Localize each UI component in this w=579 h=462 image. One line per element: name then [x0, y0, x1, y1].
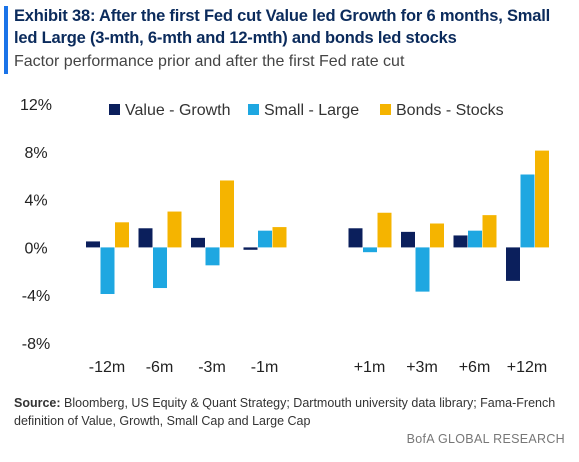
y-tick-label: -8%: [22, 336, 50, 353]
bar: [363, 247, 377, 253]
bar: [430, 223, 444, 248]
bar: [348, 228, 363, 248]
bar: [482, 215, 497, 248]
legend-swatch: [380, 104, 391, 115]
bar: [115, 222, 129, 248]
source-note: Source: Bloomberg, US Equity & Quant Str…: [14, 394, 570, 430]
chart-title: Exhibit 38: After the first Fed cut Valu…: [14, 7, 550, 47]
y-tick-label: 4%: [24, 193, 47, 210]
bar: [258, 230, 272, 248]
y-tick-label: 0%: [24, 240, 47, 257]
legend-label: Value - Growth: [125, 102, 231, 119]
x-tick-label: -3m: [198, 359, 226, 376]
y-tick-label: 8%: [24, 145, 47, 162]
bar: [415, 247, 430, 292]
x-tick-label: -12m: [89, 359, 125, 376]
legend-swatch: [109, 104, 120, 115]
bar: [468, 230, 482, 248]
title-accent-bar: [4, 6, 8, 74]
bar: [220, 180, 234, 248]
x-tick-label: +12m: [507, 359, 547, 376]
bar: [377, 212, 392, 248]
bar: [138, 228, 153, 248]
legend-label: Bonds - Stocks: [396, 102, 504, 119]
x-tick-label: -6m: [146, 359, 174, 376]
bar: [272, 227, 287, 248]
chart-subtitle: Factor performance prior and after the f…: [14, 53, 405, 70]
source-label: Source:: [14, 396, 61, 410]
bar: [100, 247, 115, 295]
x-tick-label: -1m: [251, 359, 279, 376]
bar: [506, 247, 520, 281]
bar: [535, 150, 549, 248]
bar: [453, 235, 468, 248]
x-tick-label: +6m: [459, 359, 491, 376]
bar: [191, 237, 205, 248]
legend-swatch: [248, 104, 259, 115]
source-text: Bloomberg, US Equity & Quant Strategy; D…: [14, 396, 556, 428]
bar: [167, 211, 182, 248]
bar: [401, 231, 415, 248]
bar: [205, 247, 220, 266]
bar: [86, 241, 100, 248]
legend-label: Small - Large: [264, 102, 359, 119]
bar: [153, 247, 167, 289]
x-tick-label: +3m: [406, 359, 438, 376]
bar: [520, 174, 535, 248]
y-tick-label: -4%: [22, 288, 50, 305]
bar: [243, 247, 258, 250]
x-tick-label: +1m: [354, 359, 386, 376]
brand-label: BofA GLOBAL RESEARCH: [406, 432, 565, 446]
bar-chart: 12% 8% 4% 0% -4% -8% Value - Growth Small - Lar…: [20, 97, 549, 376]
y-tick-label: 12%: [20, 97, 52, 114]
